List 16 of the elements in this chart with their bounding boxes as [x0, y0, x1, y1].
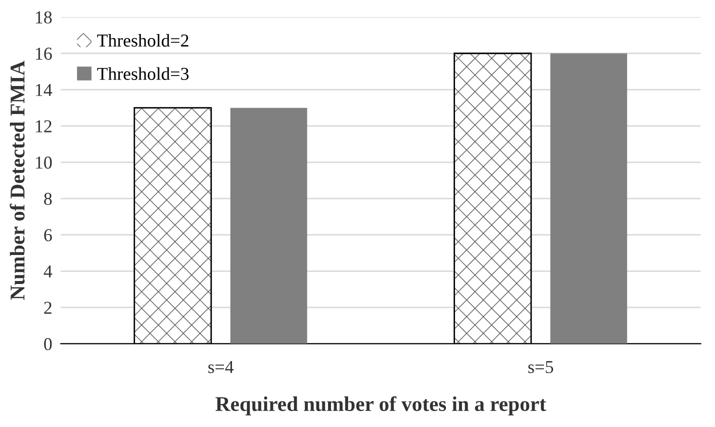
y-tick-label: 16 [36, 48, 52, 60]
x-tick-label: s=4 [208, 361, 234, 374]
y-tick-label: 2 [44, 302, 52, 314]
y-tick-label: 12 [36, 120, 52, 132]
y-tick-label: 18 [36, 11, 52, 24]
legend-label: Threshold=2 [97, 34, 188, 47]
y-tick-label: 4 [44, 266, 52, 278]
y-tick-label: 0 [44, 338, 52, 350]
x-axis-title: Required number of votes in a report [216, 396, 546, 416]
y-tick-label: 10 [36, 156, 52, 169]
y-tick-label: 14 [36, 84, 52, 96]
y-axis-title: Number of Detected FMIA [10, 60, 25, 300]
x-tick-label: s=5 [528, 361, 554, 374]
legend-label: Threshold=3 [97, 67, 189, 80]
y-tick-label: 8 [44, 192, 52, 205]
y-tick-label: 6 [44, 229, 52, 242]
